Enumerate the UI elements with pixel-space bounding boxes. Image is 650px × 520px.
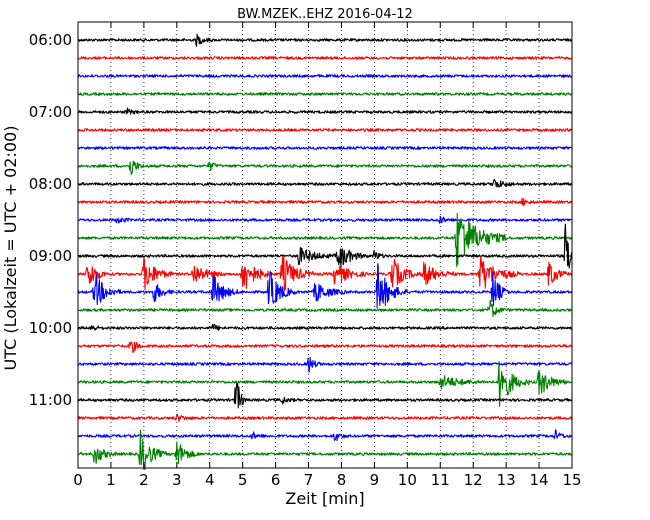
y-tick-label: 10:00 (29, 319, 72, 337)
trace-0915 (77, 255, 573, 292)
trace-0730 (77, 146, 573, 150)
trace-0845 (77, 212, 573, 268)
y-tick-label: 09:00 (29, 247, 72, 265)
grid-lines (78, 22, 572, 468)
trace-1015 (77, 341, 573, 353)
x-tick-label: 1 (106, 471, 116, 489)
x-tick-label: 13 (497, 471, 516, 489)
trace-1100 (77, 383, 573, 409)
chart-title: BW.MZEK..EHZ 2016-04-12 (237, 7, 413, 22)
x-tick-label: 8 (337, 471, 347, 489)
trace-1145 (77, 429, 573, 471)
y-axis-label: UTC (Lokalzeit = UTC + 02:00) (1, 126, 20, 371)
x-tick-label: 2 (139, 471, 149, 489)
x-axis-label: Zeit [min] (285, 489, 364, 508)
x-tick-label: 0 (73, 471, 83, 489)
trace-0945 (77, 299, 573, 318)
trace-1130 (77, 429, 573, 442)
y-tick-label: 07:00 (29, 103, 72, 121)
y-tick-label: 08:00 (29, 175, 72, 193)
x-tick-label: 15 (562, 471, 581, 489)
x-tick-label: 6 (271, 471, 281, 489)
trace-1045 (77, 361, 573, 408)
trace-0930 (77, 263, 573, 309)
x-tick-label: 12 (464, 471, 483, 489)
trace-0645 (77, 92, 573, 96)
trace-0815 (77, 197, 573, 207)
x-tick-label: 4 (205, 471, 215, 489)
x-tick-label: 3 (172, 471, 182, 489)
x-tick-label: 10 (398, 471, 417, 489)
trace-0830 (77, 215, 573, 224)
trace-0630 (77, 74, 573, 78)
trace-1115 (77, 413, 573, 423)
trace-0615 (77, 56, 573, 60)
x-tick-label: 7 (304, 471, 314, 489)
trace-0900 (77, 223, 573, 269)
x-tick-label: 9 (370, 471, 380, 489)
trace-0700 (77, 107, 573, 115)
y-tick-label: 06:00 (29, 31, 72, 49)
y-tick-label: 11:00 (29, 391, 72, 409)
trace-0800 (77, 179, 573, 188)
trace-0600 (77, 33, 573, 47)
seismogram-traces (77, 33, 573, 471)
trace-0745 (77, 160, 573, 176)
plot-frame (77, 21, 573, 469)
trace-1000 (77, 323, 573, 331)
trace-1030 (77, 356, 573, 373)
trace-0715 (77, 128, 573, 132)
x-tick-label: 11 (431, 471, 450, 489)
axis-ticks: 0 1 2 3 4 5 6 7 8 9 10 11 12 13 14 1506:0007:0008:0009:… (29, 22, 582, 489)
x-tick-label: 14 (530, 471, 549, 489)
x-tick-label: 5 (238, 471, 248, 489)
